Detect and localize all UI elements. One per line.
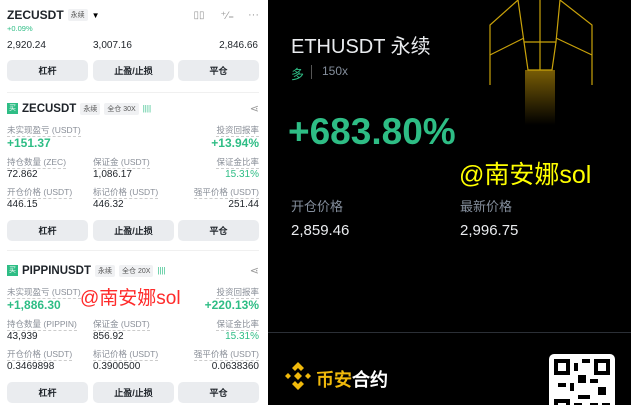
separator (311, 65, 312, 79)
adl-indicator-icon: |||| (142, 104, 152, 113)
position-symbol[interactable]: PIPPINUSDT (22, 264, 92, 277)
margin-ratio-label: 保证金比率 (216, 157, 259, 169)
liq-label: 强平价格 (USDT) (193, 187, 259, 199)
tpsl-button[interactable]: 止盈/止损 (93, 382, 174, 403)
card-title: ETHUSDT 永续 (291, 36, 431, 58)
side: 多 (291, 67, 305, 82)
liq-value: 0.0638360 (211, 361, 259, 372)
margin-label: 保证金 (USDT) (93, 157, 150, 169)
top-header: ZECUSDT 永续 ▼ ▯▯ ⁺⁄₌ ··· (7, 8, 259, 22)
qty-label: 持仓数量 (ZEC) (7, 157, 67, 169)
margin-mode-tag[interactable]: 全仓 30X (104, 102, 139, 115)
divider (268, 332, 631, 333)
buy-badge-icon: 买 (7, 265, 18, 276)
liq-value: 251.44 (228, 199, 259, 210)
watermark: @南安娜sol (80, 288, 181, 309)
positions-panel: ZECUSDT 永续 ▼ ▯▯ ⁺⁄₌ ··· +0.09% 2,920.24 … (0, 0, 266, 405)
margin-value: 856.92 (93, 331, 124, 342)
liq-label: 强平价格 (USDT) (193, 349, 259, 361)
qty-value: 72.862 (7, 169, 38, 180)
contract-type-tag: 永续 (67, 9, 88, 21)
tpsl-button[interactable]: 止盈/止损 (93, 220, 174, 241)
watermark: @南安娜sol (459, 161, 592, 189)
close-position-button[interactable]: 平仓 (178, 220, 259, 241)
contract-type-tag: 永续 (80, 102, 101, 115)
leverage: 150x (322, 64, 349, 78)
close-position-button[interactable]: 平仓 (178, 382, 259, 403)
roe-value: +683.80% (288, 111, 456, 152)
pnl-label: 未实现盈亏 (USDT) (7, 287, 81, 299)
chevron-down-icon[interactable]: ▼ (91, 10, 100, 20)
roe-label: 投资回报率 (216, 125, 259, 137)
mark-value: 0.3900500 (93, 361, 141, 372)
contract-type-tag: 永续 (95, 264, 116, 277)
margin-ratio-value: 15.31% (225, 169, 259, 180)
position-header: 买 PIPPINUSDT 永续 全仓 20X |||| ⋖ (7, 264, 259, 277)
mark-value: 446.32 (93, 199, 124, 210)
leverage-button[interactable]: 杠杆 (7, 382, 88, 403)
top-change: +0.09% (7, 24, 33, 33)
candlestick-icon[interactable]: ▯▯ (193, 9, 205, 21)
tpsl-button[interactable]: 止盈/止损 (93, 60, 174, 81)
margin-label: 保证金 (USDT) (93, 319, 150, 331)
entry-label: 开仓价格 (USDT) (7, 187, 73, 199)
buy-badge-icon: 买 (7, 103, 18, 114)
brand-white: 合约 (352, 370, 388, 390)
last-label: 最新价格 (460, 199, 513, 214)
share-icon[interactable]: ⋖ (249, 103, 259, 115)
rocket-illustration (489, 0, 593, 125)
margin-value: 1,086.17 (93, 169, 132, 180)
share-card: ETHUSDT 永续 多 150x +683.80% @南安娜sol 开仓价格 … (268, 0, 631, 405)
divider (7, 92, 259, 93)
margin-mode-tag[interactable]: 全仓 20X (119, 264, 154, 277)
qty-value: 43,939 (7, 331, 38, 342)
more-icon[interactable]: ··· (248, 9, 259, 21)
roe-label: 投资回报率 (216, 287, 259, 299)
position-header: 买 ZECUSDT 永续 全仓 30X |||| ⋖ (7, 102, 259, 115)
margin-ratio-label: 保证金比率 (216, 319, 259, 331)
close-position-button[interactable]: 平仓 (178, 60, 259, 81)
brand-yellow: 币安 (316, 370, 352, 390)
margin-ratio-value: 15.31% (225, 331, 259, 342)
share-icon[interactable]: ⋖ (249, 265, 259, 277)
position-symbol[interactable]: ZECUSDT (22, 102, 77, 115)
top-value-1: 2,920.24 (7, 40, 46, 51)
entry-label: 开仓价格 (291, 199, 344, 214)
pnl-value: +151.37 (7, 136, 51, 150)
entry-value: 2,859.46 (291, 222, 350, 239)
leverage-button[interactable]: 杠杆 (7, 60, 88, 81)
qty-label: 持仓数量 (PIPPIN) (7, 319, 77, 331)
adl-indicator-icon: |||| (157, 266, 166, 275)
top-value-3: 2,846.66 (219, 40, 258, 51)
top-value-2: 3,007.16 (93, 40, 132, 51)
divider (7, 250, 259, 251)
percent-icon[interactable]: ⁺⁄₌ (220, 9, 234, 22)
pnl-value: +1,886.30 (7, 298, 61, 312)
leverage-button[interactable]: 杠杆 (7, 220, 88, 241)
qr-code (549, 354, 615, 405)
mark-label: 标记价格 (USDT) (93, 349, 159, 361)
roe-value: +13.94% (211, 136, 259, 150)
brand-name: 币安合约 (316, 366, 388, 392)
top-symbol[interactable]: ZECUSDT (7, 8, 64, 22)
entry-label: 开仓价格 (USDT) (7, 349, 73, 361)
last-value: 2,996.75 (460, 222, 519, 239)
entry-value: 446.15 (7, 199, 38, 210)
entry-value: 0.3469898 (7, 361, 55, 372)
pnl-label: 未实现盈亏 (USDT) (7, 125, 81, 137)
roe-value: +220.13% (204, 298, 259, 312)
mark-label: 标记价格 (USDT) (93, 187, 159, 199)
binance-logo-icon (285, 362, 311, 390)
